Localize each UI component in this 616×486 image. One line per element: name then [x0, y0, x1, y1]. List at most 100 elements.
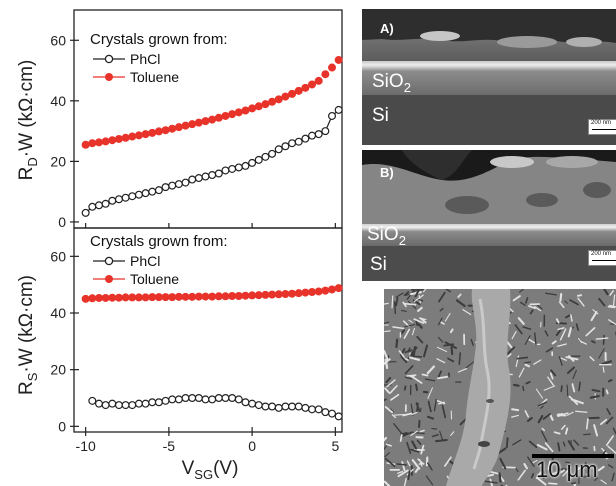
- crystal-flake: [578, 338, 583, 344]
- crystal-flake: [384, 387, 390, 394]
- crystal-flake: [423, 344, 429, 358]
- bottom-point-phcl: [254, 401, 263, 410]
- crystal-flake: [406, 460, 411, 467]
- top-point-toluene: [268, 97, 277, 106]
- bottom-point-toluene: [148, 293, 157, 302]
- crystal-flake: [528, 305, 536, 309]
- crystal-flake: [392, 326, 405, 330]
- crystal-flake: [606, 408, 611, 416]
- top-point-toluene: [168, 124, 177, 133]
- top-point-phcl: [241, 161, 250, 170]
- bottom-legend: Crystals grown from: PhCl Toluene: [90, 233, 228, 287]
- top-point-phcl: [194, 174, 203, 183]
- crystal-flake: [396, 463, 407, 466]
- crystal-flake: [404, 302, 417, 306]
- top-point-toluene: [321, 70, 330, 79]
- bottom-point-phcl: [288, 402, 297, 411]
- crystal-flake: [612, 427, 616, 436]
- x-axis-label: VSG(V): [182, 458, 239, 482]
- crystal-flake: [558, 356, 563, 366]
- crystal-flake: [403, 291, 410, 297]
- bottom-point-toluene: [161, 293, 170, 302]
- bottom-point-phcl: [274, 403, 283, 412]
- crystal-flake: [400, 355, 408, 364]
- crystal-flake: [411, 375, 423, 384]
- bottom-point-toluene: [81, 294, 90, 303]
- sem-cross-section-a: A) SiO2 Si 200 nm: [362, 9, 616, 145]
- bottom-point-phcl: [121, 401, 130, 410]
- crystal-flake: [515, 355, 520, 368]
- sem-b-oxide-label: SiO2: [367, 224, 406, 248]
- top-point-toluene: [301, 83, 310, 92]
- crystal-flake: [605, 389, 609, 395]
- crystal-flake: [414, 289, 420, 298]
- crystal-flake: [548, 482, 558, 485]
- bottom-point-phcl: [194, 394, 203, 403]
- top-point-phcl: [101, 199, 110, 208]
- top-point-toluene: [81, 140, 90, 149]
- crystal-flake: [559, 292, 563, 302]
- crystal-flake: [557, 327, 565, 331]
- crystal-flake: [529, 309, 534, 315]
- bottom-point-phcl: [148, 398, 157, 407]
- crystal-flake: [569, 299, 579, 306]
- top-point-toluene: [228, 110, 237, 119]
- bottom-point-toluene: [88, 294, 97, 303]
- crystal-flake: [597, 465, 605, 472]
- crystal-flake: [411, 327, 416, 336]
- sem-a-substrate-label: Si: [372, 105, 389, 126]
- bottom-point-toluene: [128, 293, 137, 302]
- crystal-flake: [437, 317, 443, 326]
- crystal-flake: [470, 338, 474, 346]
- crystal-flake: [411, 411, 418, 416]
- top-point-phcl: [141, 189, 150, 198]
- crystal-flake: [533, 359, 542, 365]
- crystal-flake: [566, 384, 569, 397]
- crystal-flake: [397, 470, 404, 474]
- crystal-flake: [540, 405, 544, 409]
- crystal-flake: [595, 337, 609, 340]
- bottom-point-toluene: [268, 290, 277, 299]
- bottom-point-toluene: [301, 288, 310, 297]
- crystal-flake: [585, 418, 589, 430]
- crystal-flake: [416, 439, 422, 445]
- crystal-flake: [593, 424, 599, 437]
- bottom-point-phcl: [174, 395, 183, 404]
- crystal-flake: [512, 295, 521, 302]
- crystal-flake: [567, 327, 572, 338]
- bottom-point-toluene: [201, 292, 210, 301]
- sem-top-view: 10 μm: [384, 289, 616, 486]
- sem-b-scale-text: 200 nm: [591, 251, 612, 257]
- crystal-flake: [413, 294, 424, 303]
- bottom-legend-phcl-label: PhCl: [130, 253, 160, 269]
- crystal-flake: [499, 457, 507, 470]
- crystal-flake: [517, 317, 525, 325]
- top-point-toluene: [241, 106, 250, 115]
- bottom-point-toluene: [208, 292, 217, 301]
- top-point-phcl: [321, 127, 330, 136]
- top-point-toluene: [134, 131, 143, 140]
- crystal-flake: [560, 357, 567, 361]
- bottom-point-phcl: [108, 399, 117, 408]
- crystal-flake: [427, 387, 433, 399]
- crystal-flake: [556, 343, 567, 347]
- top-point-phcl: [134, 190, 143, 199]
- crystal-flake: [545, 347, 554, 353]
- crystal-flake: [572, 369, 577, 380]
- crystal-flake: [418, 317, 427, 321]
- crystal-flake: [592, 309, 599, 315]
- crystal-flake: [437, 375, 448, 380]
- sem-b-panel-label: B): [380, 165, 394, 180]
- crystal-flake: [578, 381, 581, 392]
- crystal-flake: [400, 432, 408, 436]
- top-point-toluene: [254, 102, 263, 111]
- crystal-flake: [459, 417, 468, 426]
- crystal-flake: [416, 335, 424, 344]
- top-y-tick-label: 0: [58, 214, 66, 230]
- crystal-flake: [511, 330, 517, 340]
- crystal-flake: [404, 365, 414, 375]
- crystal-flake: [566, 411, 574, 417]
- top-point-toluene: [314, 76, 323, 85]
- crystal-flake: [402, 320, 410, 328]
- crystal-flake: [512, 383, 520, 387]
